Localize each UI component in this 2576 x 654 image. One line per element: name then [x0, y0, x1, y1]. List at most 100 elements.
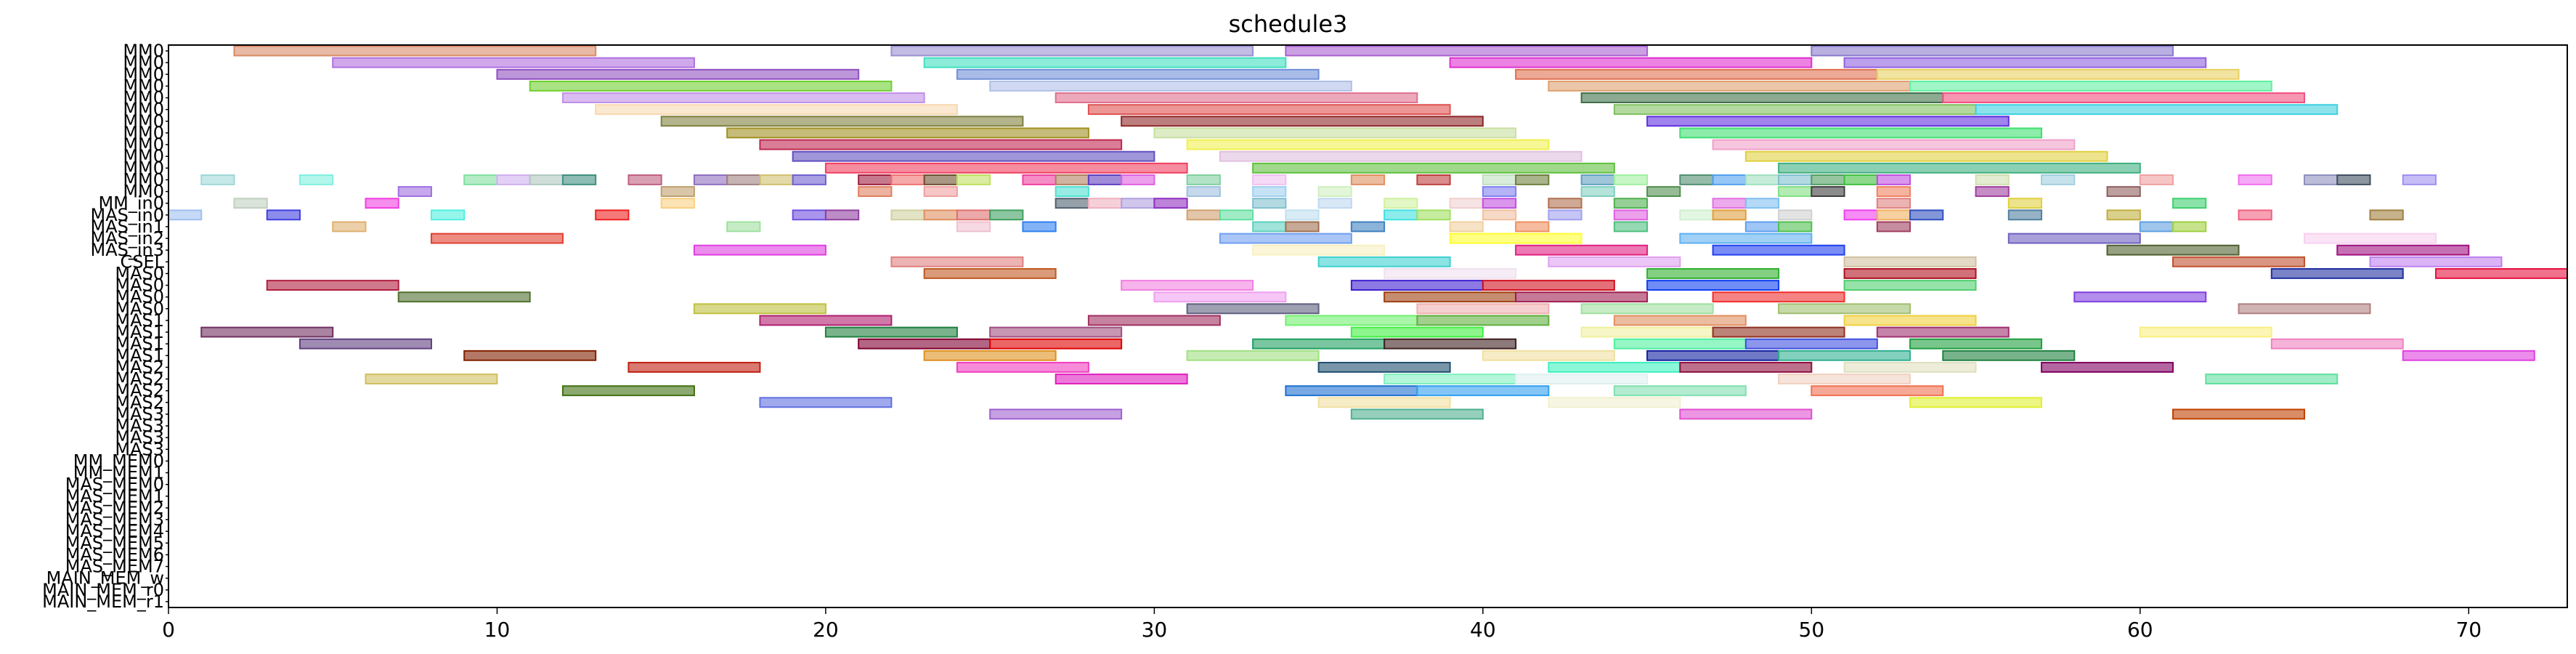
task-bar [332, 57, 695, 68]
task-bar [1153, 127, 1517, 139]
task-bar [956, 361, 1089, 373]
task-bar [1252, 198, 1287, 209]
task-bar [1186, 139, 1550, 150]
task-bar [1778, 209, 1813, 221]
task-bar [824, 209, 860, 221]
task-bar [989, 80, 1352, 92]
task-bar [1679, 233, 1813, 244]
task-bar [1712, 209, 1747, 221]
task-bar [923, 350, 1057, 361]
row-label: MAIN_MEM_r1 [42, 592, 164, 612]
task-bar [1778, 303, 1911, 315]
task-bar [1219, 233, 1352, 244]
task-bar [595, 104, 958, 116]
task-bar [858, 186, 893, 198]
task-bar [1186, 350, 1320, 361]
task-bar [858, 338, 991, 350]
task-bar [792, 174, 826, 185]
task-bar [298, 338, 432, 350]
task-bar [1350, 280, 1484, 291]
task-bar [1843, 209, 1878, 221]
task-bar [2139, 221, 2174, 233]
task-bar [1285, 209, 1320, 221]
row-label: MAS_MEM1 [65, 486, 164, 506]
task-bar [1613, 174, 1649, 185]
task-bar [1744, 338, 1878, 350]
task-bar [1416, 303, 1550, 315]
task-bar [1055, 186, 1089, 198]
task-bar [1055, 174, 1089, 185]
task-bar [1317, 361, 1451, 373]
task-bar [430, 233, 564, 244]
row-label: MM_in0 [98, 193, 164, 214]
task-bar [1613, 315, 1747, 326]
task-bar [1548, 361, 1681, 373]
task-bar [1843, 57, 2207, 68]
task-bar [1843, 256, 1977, 267]
task-bar [430, 209, 466, 221]
task-bar [1909, 209, 1944, 221]
task-bar [2007, 209, 2043, 221]
row-label: MM0 [123, 134, 164, 155]
task-bar [2238, 209, 2272, 221]
task-bar [1975, 104, 2339, 116]
task-bar [1712, 291, 1845, 303]
task-bar [1416, 315, 1550, 326]
task-bar [956, 174, 991, 185]
task-bar [956, 209, 991, 221]
x-tick-label: 70 [2455, 618, 2482, 642]
task-bar [2172, 221, 2207, 233]
task-bar [1811, 45, 2174, 57]
task-bar [1613, 338, 1747, 350]
task-bar [1515, 68, 1878, 80]
task-bar [2238, 174, 2272, 185]
task-bar [1909, 338, 2043, 350]
row-label: MM0 [123, 182, 164, 202]
task-bar [693, 244, 826, 256]
task-bar [1778, 350, 1911, 361]
task-bar [2336, 174, 2371, 185]
task-bar [1909, 397, 2043, 408]
row-label: MAS2 [115, 392, 164, 413]
x-tick-label: 0 [162, 618, 175, 642]
task-bar [1876, 174, 1911, 185]
task-bar [1121, 280, 1254, 291]
task-bar [2402, 174, 2437, 185]
task-bar [2402, 350, 2535, 361]
task-bar [1548, 256, 1681, 267]
row-label: MAS1 [115, 310, 164, 331]
task-bar [693, 174, 728, 185]
row-label: MAS1 [115, 345, 164, 366]
task-bar [233, 198, 268, 209]
task-bar [1712, 174, 1747, 185]
task-bar [332, 221, 367, 233]
task-bar [1876, 326, 2010, 338]
task-bar [1153, 198, 1188, 209]
task-bar [1515, 221, 1550, 233]
task-bar [496, 174, 531, 185]
task-bar [1876, 198, 1911, 209]
task-bar [1778, 174, 1813, 185]
task-bar [1548, 397, 1681, 408]
task-bar [1646, 350, 1780, 361]
task-bar [1613, 221, 1649, 233]
row-label: MM0 [123, 100, 164, 120]
task-bar [989, 408, 1123, 420]
task-bar [627, 174, 662, 185]
task-bar [2041, 361, 2174, 373]
task-bar [1350, 408, 1484, 420]
task-bar [1416, 174, 1451, 185]
row-label: MM_MEM1 [73, 463, 164, 483]
task-bar [858, 174, 893, 185]
task-bar [1384, 374, 1517, 385]
task-bar [561, 92, 925, 104]
row-label: MAIN_MEM_w [46, 568, 164, 589]
row-label: MAS_MEM0 [65, 475, 164, 495]
x-tick-label: 40 [1470, 618, 1496, 642]
plot-frame [168, 44, 2568, 608]
task-bar [726, 221, 761, 233]
task-bar [1811, 385, 1944, 397]
task-bar [1384, 291, 1517, 303]
task-bar [1482, 209, 1517, 221]
task-bar [1087, 174, 1123, 185]
